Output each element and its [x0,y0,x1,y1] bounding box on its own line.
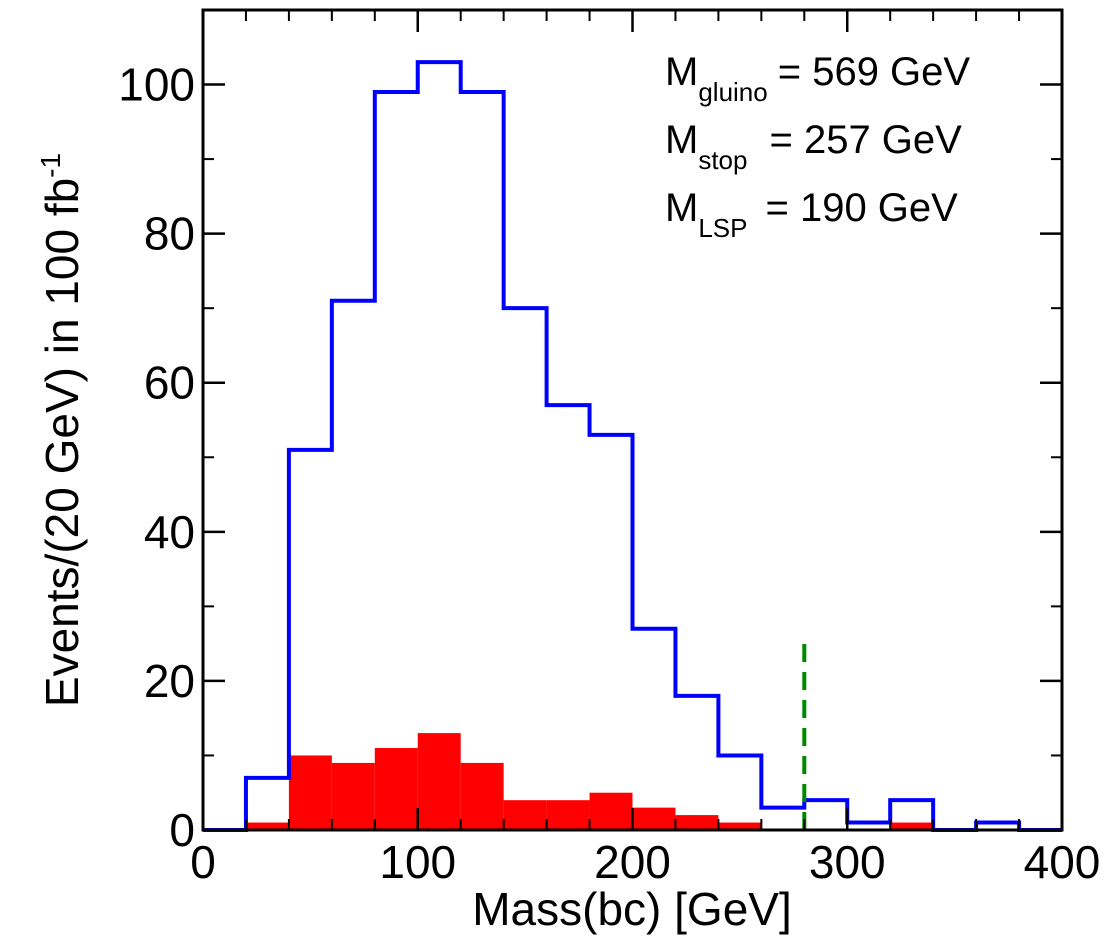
filled-bar-9 [589,792,633,830]
x-tick-label-300: 300 [809,836,886,888]
y-tick-label-60: 60 [144,357,195,409]
y-tick-label-20: 20 [144,655,195,707]
y-axis-title: Events/(20 GeV) in 100 fb-1 [35,153,88,707]
plot-area: 0 100 200 300 400 0 20 40 60 80 100 [118,8,1101,888]
filled-bar-16 [890,822,934,830]
y-tick-label-0: 0 [169,804,195,856]
annotation-gluino: Mgluino = 569 GeV [665,50,970,107]
filled-bar-7 [503,800,547,830]
x-tick-label-100: 100 [379,836,456,888]
y-tick-label-80: 80 [144,208,195,260]
y-tick-label-100: 100 [118,59,195,111]
x-tick-label-200: 200 [594,836,671,888]
x-axis-title: Mass(bc) [GeV] [472,883,792,935]
filled-bar-10 [632,807,676,830]
annotation-stop: Mstop = 257 GeV [665,118,962,175]
filled-bar-1 [245,822,289,830]
filled-bar-4 [374,748,418,830]
filled-bar-2 [288,755,332,830]
filled-bar-8 [546,800,590,830]
step-histogram-line [203,60,1062,832]
y-tick-label-40: 40 [144,506,195,558]
filled-bar-3 [331,762,375,830]
x-tick-label-400: 400 [1024,836,1101,888]
annotation-block: Mgluino = 569 GeV Mstop = 257 GeV MLSP = 19… [665,50,970,243]
filled-bar-5 [417,733,461,830]
filled-bar-12 [718,822,762,830]
filled-bar-6 [460,762,504,830]
filled-bar-11 [675,815,719,830]
annotation-lsp: MLSP = 190 GeV [665,186,958,243]
x-tick-label-0: 0 [190,836,216,888]
